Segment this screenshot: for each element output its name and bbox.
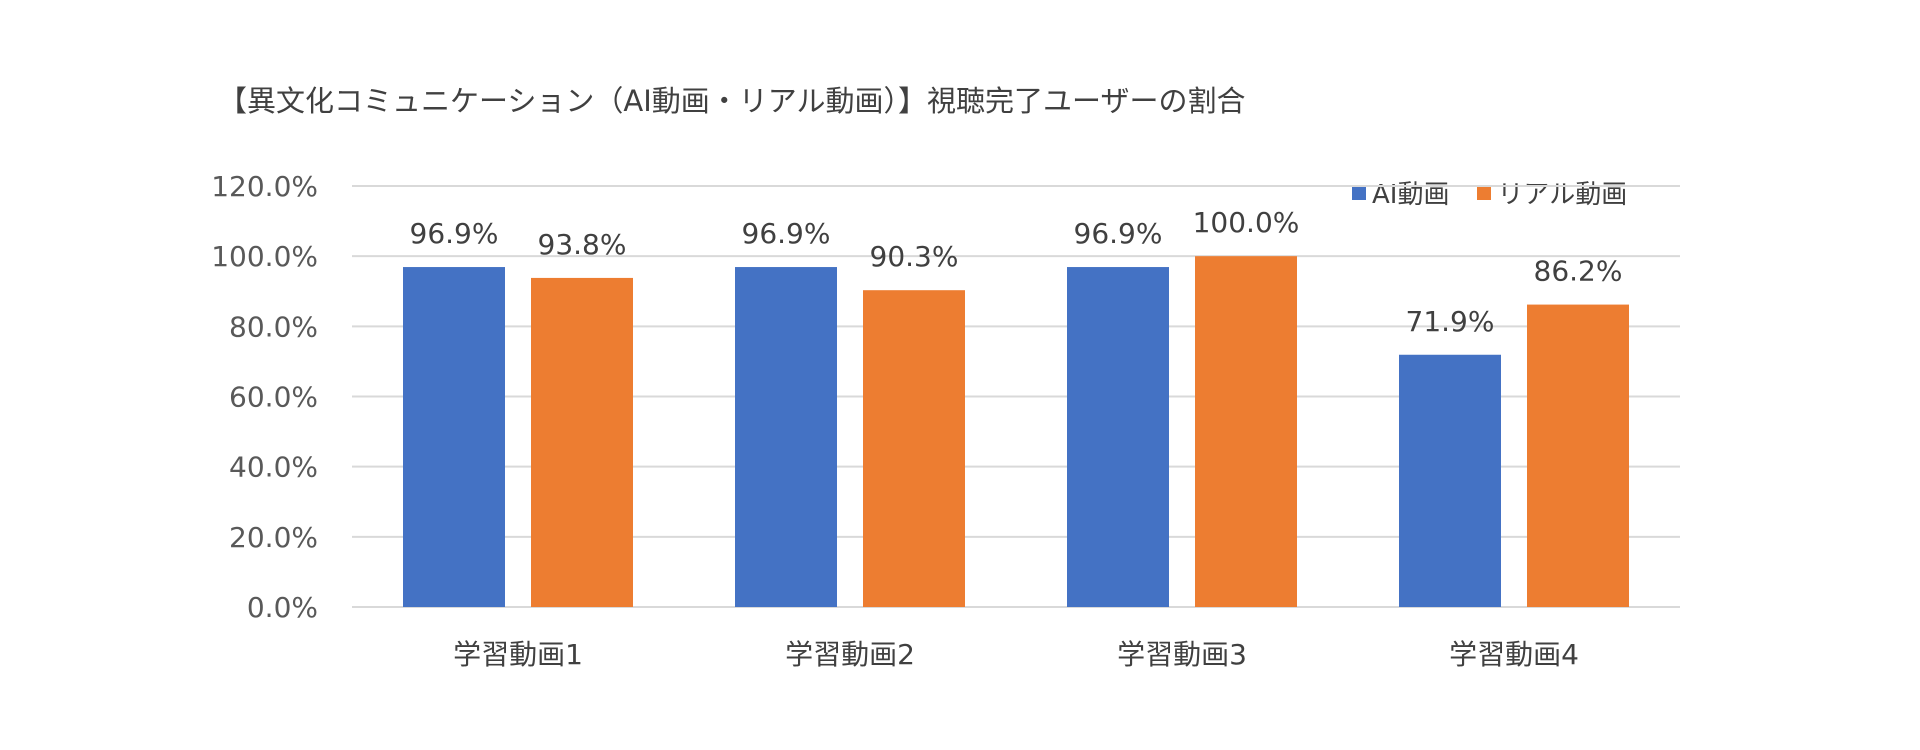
- chart-title: 【異文化コミュニケーション（AI動画・リアル動画）】視聴完了ユーザーの割合: [218, 84, 1246, 118]
- x-tick-label: 学習動画1: [453, 638, 583, 671]
- data-label: 100.0%: [1193, 206, 1300, 239]
- data-label: 86.2%: [1534, 255, 1623, 288]
- bar: [735, 267, 837, 607]
- x-tick-label: 学習動画3: [1117, 638, 1247, 671]
- y-tick-label: 120.0%: [211, 170, 318, 203]
- legend-swatch-ai: [1352, 185, 1366, 200]
- data-label: 96.9%: [742, 217, 831, 250]
- legend-swatch-real: [1477, 185, 1492, 200]
- data-label: 71.9%: [1406, 305, 1495, 338]
- data-label: 90.3%: [870, 240, 959, 273]
- bar: [1195, 256, 1297, 607]
- y-tick-label: 80.0%: [229, 310, 318, 343]
- data-label: 93.8%: [538, 228, 627, 261]
- bar: [1399, 354, 1501, 607]
- bar: [1067, 267, 1169, 607]
- bar: [863, 290, 965, 607]
- y-tick-label: 0.0%: [247, 591, 318, 624]
- y-tick-label: 100.0%: [211, 240, 318, 273]
- y-tick-label: 60.0%: [229, 381, 318, 414]
- x-tick-label: 学習動画2: [785, 638, 915, 671]
- y-tick-label: 20.0%: [229, 521, 318, 554]
- bar: [1527, 304, 1629, 607]
- x-tick-label: 学習動画4: [1449, 638, 1579, 671]
- bar: [403, 267, 505, 607]
- y-tick-label: 40.0%: [229, 451, 318, 484]
- data-label: 96.9%: [1074, 217, 1163, 250]
- bar: [531, 277, 633, 607]
- data-label: 96.9%: [410, 217, 499, 250]
